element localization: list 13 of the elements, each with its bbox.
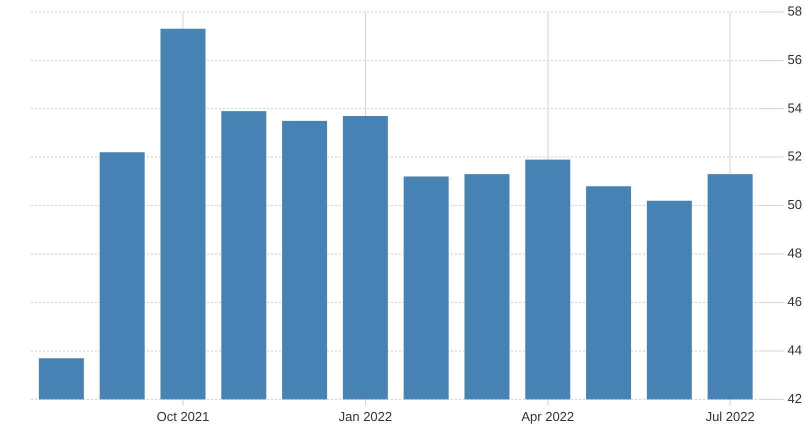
y-tick-label: 56 bbox=[788, 52, 802, 67]
y-tick-label: 48 bbox=[788, 246, 802, 261]
y-tick-label: 52 bbox=[788, 148, 802, 164]
x-tick-label: Jan 2022 bbox=[338, 408, 392, 424]
y-tick-label: 50 bbox=[788, 197, 802, 212]
x-tick-label: Oct 2021 bbox=[156, 408, 210, 424]
x-tick-label: Jul 2022 bbox=[706, 408, 755, 424]
y-tick-label: 58 bbox=[788, 3, 802, 18]
y-tick-label: 44 bbox=[788, 342, 802, 358]
x-tick-label: Apr 2022 bbox=[521, 408, 574, 424]
y-tick-label: 42 bbox=[788, 390, 802, 406]
y-tick-label: 46 bbox=[788, 294, 802, 310]
y-tick-label: 54 bbox=[788, 100, 802, 116]
